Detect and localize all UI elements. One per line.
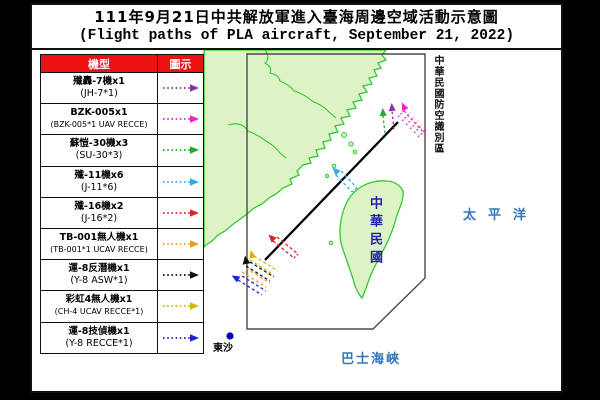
aircraft-name-zh: 彩虹4無人機x1 xyxy=(65,294,133,306)
aircraft-name-zh: 殲-11機x6 xyxy=(74,169,124,181)
legend-row-y8recce: 運-8技偵機x1 (Y-8 RECCE*1) xyxy=(41,321,203,353)
legend-row-j16: 殲-16機x2 (J-16*2) xyxy=(41,196,203,228)
aircraft-name-zh: BZK-005x1 xyxy=(70,107,128,119)
flight-path-jh7 xyxy=(388,103,396,130)
path-symbol xyxy=(158,291,203,321)
aircraft-name-en: (J-11*6) xyxy=(80,181,118,193)
adiz-boundary xyxy=(246,53,426,330)
legend-header-symbol: 圖示 xyxy=(158,55,203,72)
legend-row-ch4: 彩虹4無人機x1 (CH-4 UCAV RECCE*1) xyxy=(41,290,203,322)
legend-table: 機型 圖示 殲轟-7機x1 (JH-7*1) BZK-005x1 (BZK-00… xyxy=(40,54,204,354)
path-symbol xyxy=(158,229,203,259)
flight-path-y8asw xyxy=(242,255,275,282)
page-title-en: (Flight paths of PLA aircraft, September… xyxy=(78,28,515,44)
aircraft-name-zh: 運-8反潛機x1 xyxy=(68,263,130,275)
legend-row-tb001: TB-001無人機x1 (TB-001*1 UCAV RECCE) xyxy=(41,227,203,260)
legend-row-su30: 蘇愷-30機x3 (SU-30*3) xyxy=(41,134,203,166)
dongsha-dot xyxy=(226,332,234,340)
taiwan-island xyxy=(339,180,404,300)
aircraft-name-zh: 蘇愷-30機x3 xyxy=(69,138,129,150)
river-line-1 xyxy=(264,49,337,119)
path-symbol xyxy=(158,260,203,290)
aircraft-name-zh: 殲轟-7機x1 xyxy=(73,76,125,88)
flight-path-su30 xyxy=(379,108,387,134)
path-symbol xyxy=(158,104,203,134)
aircraft-name-en: (Y-8 ASW*1) xyxy=(70,275,128,287)
aircraft-name-en: (JH-7*1) xyxy=(80,88,118,100)
legend-header-type: 機型 xyxy=(41,55,158,72)
legend-header-row: 機型 圖示 xyxy=(41,55,203,72)
river-line-2 xyxy=(227,123,287,159)
adiz-label: 中華民國防空識別區 xyxy=(432,55,443,154)
legend-row-bzk005: BZK-005x1 (BZK-005*1 UAV RECCE) xyxy=(41,103,203,135)
bashi-channel-label: 巴士海峽 xyxy=(341,352,402,367)
title-box: 111年9月21日中共解放軍進入臺海周邊空域活動示意圖 (Flight path… xyxy=(32,5,561,50)
path-symbol xyxy=(158,167,203,197)
aircraft-name-en: (J-16*2) xyxy=(80,212,118,224)
aircraft-name-en: (Y-8 RECCE*1) xyxy=(65,337,133,349)
flight-path-j16 xyxy=(268,234,299,259)
aircraft-name-en: (BZK-005*1 UAV RECCE) xyxy=(50,120,148,130)
coastal-islets xyxy=(324,132,358,246)
aircraft-name-en: (CH-4 UCAV RECCE*1) xyxy=(54,307,144,317)
median-line xyxy=(264,121,399,261)
aircraft-name-en: (SU-30*3) xyxy=(75,150,123,162)
aircraft-name-zh: 運-8技偵機x1 xyxy=(68,325,130,337)
legend-row-j11: 殲-11機x6 (J-11*6) xyxy=(41,165,203,197)
legend-row-jh7: 殲轟-7機x1 (JH-7*1) xyxy=(41,72,203,104)
pacific-ocean-label: 太平洋 xyxy=(463,208,539,223)
dongsha-label: 東沙 xyxy=(213,343,233,354)
aircraft-name-zh: 殲-16機x2 xyxy=(74,200,124,212)
path-symbol xyxy=(158,73,203,103)
taiwan-label: 中華民國 xyxy=(367,196,382,268)
flight-path-j11 xyxy=(332,167,358,193)
flight-path-bzk005 xyxy=(397,102,427,138)
legend-row-y8asw: 運-8反潛機x1 (Y-8 ASW*1) xyxy=(41,259,203,291)
taiwan-strait-map xyxy=(203,49,427,340)
flight-path-ch4 xyxy=(249,250,279,276)
aircraft-name-en: (TB-001*1 UCAV RECCE) xyxy=(50,245,148,255)
flight-path-tb001 xyxy=(241,267,271,288)
path-symbol xyxy=(158,135,203,165)
aircraft-name-zh: TB-001無人機x1 xyxy=(59,232,139,244)
path-symbol xyxy=(158,323,203,353)
path-symbol xyxy=(158,198,203,228)
infographic-page: 111年9月21日中共解放軍進入臺海周邊空域活動示意圖 (Flight path… xyxy=(30,3,563,393)
flight-path-y8recce xyxy=(231,275,267,296)
page-title-zh: 111年9月21日中共解放軍進入臺海周邊空域活動示意圖 xyxy=(94,8,499,26)
